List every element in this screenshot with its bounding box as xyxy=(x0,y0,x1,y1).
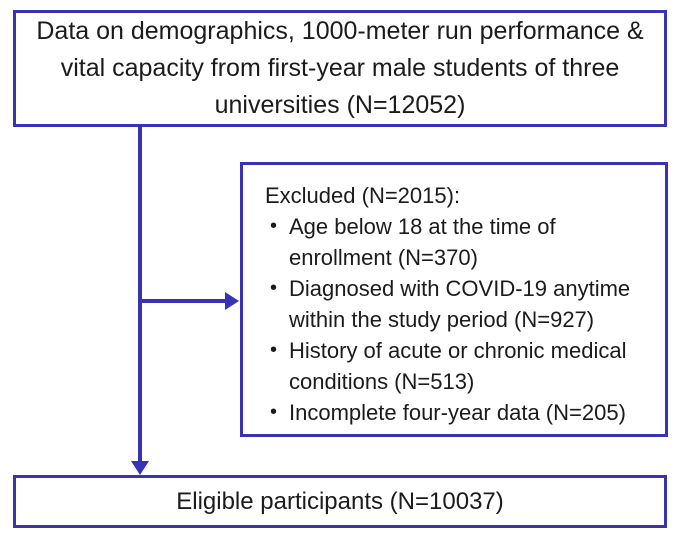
excluded-list: Age below 18 at the time of enrollment (… xyxy=(263,211,659,428)
eligible-participants-text: Eligible participants (N=10037) xyxy=(176,487,504,515)
excluded-list-item: Incomplete four-year data (N=205) xyxy=(263,397,659,428)
down-arrowhead-icon xyxy=(131,461,149,475)
source-data-box: Data on demographics, 1000-meter run per… xyxy=(13,10,667,127)
right-arrowhead-icon xyxy=(225,292,239,310)
horizontal-connector-line xyxy=(140,299,226,303)
excluded-title: Excluded (N=2015): xyxy=(265,183,461,208)
excluded-list-item: Diagnosed with COVID-19 anytime within t… xyxy=(263,273,659,335)
source-data-text: Data on demographics, 1000-meter run per… xyxy=(36,17,644,119)
excluded-list-item: Age below 18 at the time of enrollment (… xyxy=(263,211,659,273)
eligible-participants-box: Eligible participants (N=10037) xyxy=(13,475,667,528)
excluded-box: Excluded (N=2015): Age below 18 at the t… xyxy=(240,162,668,437)
excluded-list-item: History of acute or chronic medical cond… xyxy=(263,335,659,397)
vertical-connector-line xyxy=(138,127,142,461)
